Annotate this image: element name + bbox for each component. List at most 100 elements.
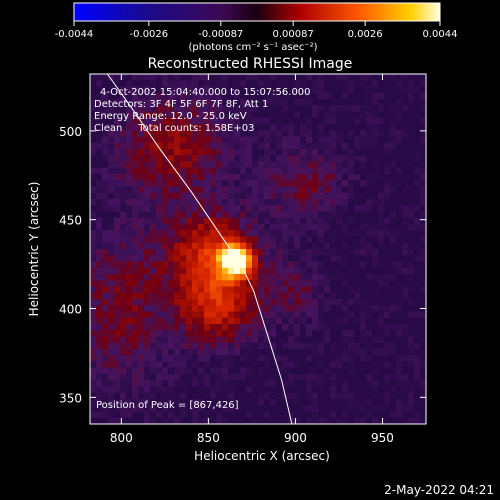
heatmap-cell xyxy=(288,317,295,325)
heatmap-cell xyxy=(162,280,169,287)
heatmap-cell xyxy=(192,111,199,119)
heatmap-cell xyxy=(150,161,157,169)
heatmap-cell xyxy=(270,124,277,131)
heatmap-cell xyxy=(150,305,157,312)
heatmap-cell xyxy=(156,417,163,425)
heatmap-cell xyxy=(342,99,349,106)
heatmap-cell xyxy=(312,149,319,156)
heatmap-cell xyxy=(126,117,133,125)
heatmap-cell xyxy=(396,405,403,412)
heatmap-cell xyxy=(126,405,133,412)
heatmap-cell xyxy=(354,117,361,125)
heatmap-cell xyxy=(402,80,409,87)
heatmap-cell xyxy=(96,330,103,337)
heatmap-cell xyxy=(414,199,421,206)
heatmap-cell xyxy=(330,217,337,225)
heatmap-cell xyxy=(234,305,241,312)
heatmap-cell xyxy=(264,249,271,256)
heatmap-cell xyxy=(282,380,289,387)
heatmap-cell xyxy=(294,411,301,419)
heatmap-cell xyxy=(312,242,319,250)
heatmap-cell xyxy=(408,380,415,387)
heatmap-cell xyxy=(354,224,361,231)
heatmap-cell xyxy=(270,167,277,175)
heatmap-cell xyxy=(216,205,223,212)
heatmap-cell xyxy=(288,342,295,350)
heatmap-cell xyxy=(366,124,373,131)
heatmap-cell xyxy=(240,336,247,344)
heatmap-cell xyxy=(396,267,403,275)
heatmap-cell xyxy=(258,280,265,287)
heatmap-cell xyxy=(96,355,103,362)
heatmap-cell xyxy=(384,217,391,225)
heatmap-cell xyxy=(132,261,139,269)
heatmap-cell xyxy=(336,74,343,81)
colorbar-unit-label: (photons cm⁻² s⁻¹ asec⁻²) xyxy=(188,42,317,53)
heatmap-cell xyxy=(252,161,259,169)
heatmap-cell xyxy=(390,286,397,294)
heatmap-cell xyxy=(270,399,277,406)
heatmap-cell xyxy=(372,117,379,125)
heatmap-cell xyxy=(282,167,289,175)
heatmap-cell xyxy=(348,405,355,412)
heatmap-cell xyxy=(108,124,115,131)
heatmap-cell xyxy=(372,317,379,325)
heatmap-cell xyxy=(252,355,259,362)
heatmap-cell xyxy=(264,267,271,275)
heatmap-cell xyxy=(270,130,277,137)
heatmap-cell xyxy=(324,336,331,344)
heatmap-cell xyxy=(156,99,163,106)
heatmap-cell xyxy=(174,136,181,144)
heatmap-cell xyxy=(120,292,127,300)
heatmap-cell xyxy=(408,249,415,256)
heatmap-cell xyxy=(102,80,109,87)
heatmap-cell xyxy=(330,230,337,237)
heatmap-cell xyxy=(246,205,253,212)
heatmap-cell xyxy=(174,74,181,81)
heatmap-cell xyxy=(342,217,349,225)
heatmap-cell xyxy=(150,374,157,381)
heatmap-cell xyxy=(318,217,325,225)
heatmap-cell xyxy=(240,299,247,306)
heatmap-cell xyxy=(186,136,193,144)
heatmap-cell xyxy=(186,386,193,394)
heatmap-cell xyxy=(384,342,391,350)
heatmap-cell xyxy=(246,174,253,181)
heatmap-cell xyxy=(204,380,211,387)
y-tick-label: 350 xyxy=(59,391,82,405)
heatmap-cell xyxy=(192,336,199,344)
heatmap-cell xyxy=(318,317,325,325)
heatmap-cell xyxy=(228,311,235,319)
heatmap-cell xyxy=(210,274,217,281)
heatmap-cell xyxy=(216,286,223,294)
heatmap-cell xyxy=(198,342,205,350)
heatmap-cell xyxy=(96,392,103,400)
heatmap-cell xyxy=(228,130,235,137)
heatmap-cell xyxy=(174,255,181,262)
heatmap-cell xyxy=(192,417,199,425)
heatmap-cell xyxy=(180,261,187,269)
heatmap-cell xyxy=(216,105,223,112)
heatmap-cell xyxy=(276,117,283,125)
heatmap-cell xyxy=(270,392,277,400)
heatmap-cell xyxy=(324,117,331,125)
heatmap-cell xyxy=(252,174,259,181)
heatmap-cell xyxy=(132,149,139,156)
heatmap-cell xyxy=(372,355,379,362)
heatmap-cell xyxy=(138,380,145,387)
heatmap-cell xyxy=(252,399,259,406)
heatmap-cell xyxy=(228,349,235,356)
heatmap-cell xyxy=(192,299,199,306)
heatmap-cell xyxy=(228,392,235,400)
heatmap-cell xyxy=(204,161,211,169)
heatmap-cell xyxy=(330,380,337,387)
heatmap-cell xyxy=(276,236,283,244)
heatmap-cell xyxy=(174,361,181,369)
heatmap-cell xyxy=(300,324,307,331)
heatmap-cell xyxy=(102,330,109,337)
heatmap-cell xyxy=(306,305,313,312)
heatmap-cell xyxy=(168,255,175,262)
heatmap-cell xyxy=(204,92,211,100)
heatmap-cell xyxy=(414,155,421,162)
heatmap-cell xyxy=(144,305,151,312)
